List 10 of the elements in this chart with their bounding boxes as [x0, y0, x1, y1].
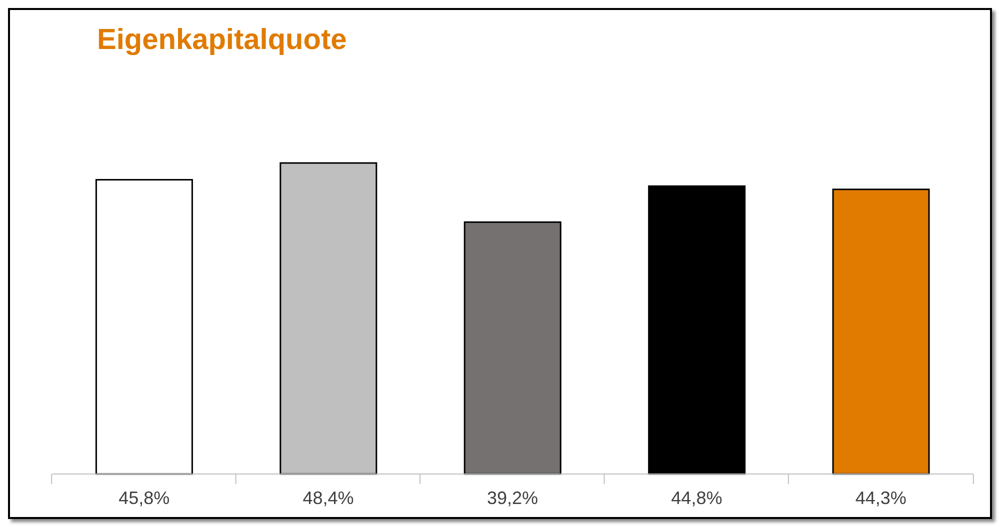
data-label: 44,8%: [671, 488, 722, 508]
bar: [832, 188, 930, 475]
data-label: 45,8%: [118, 488, 170, 508]
chart-title: Eigenkapitalquote: [97, 24, 347, 57]
bar: [95, 178, 193, 475]
data-label: 48,4%: [302, 488, 354, 508]
bar: [464, 221, 562, 475]
data-label: 44,3%: [855, 488, 906, 508]
data-label: 39,2%: [486, 488, 538, 508]
bar: [648, 185, 746, 475]
